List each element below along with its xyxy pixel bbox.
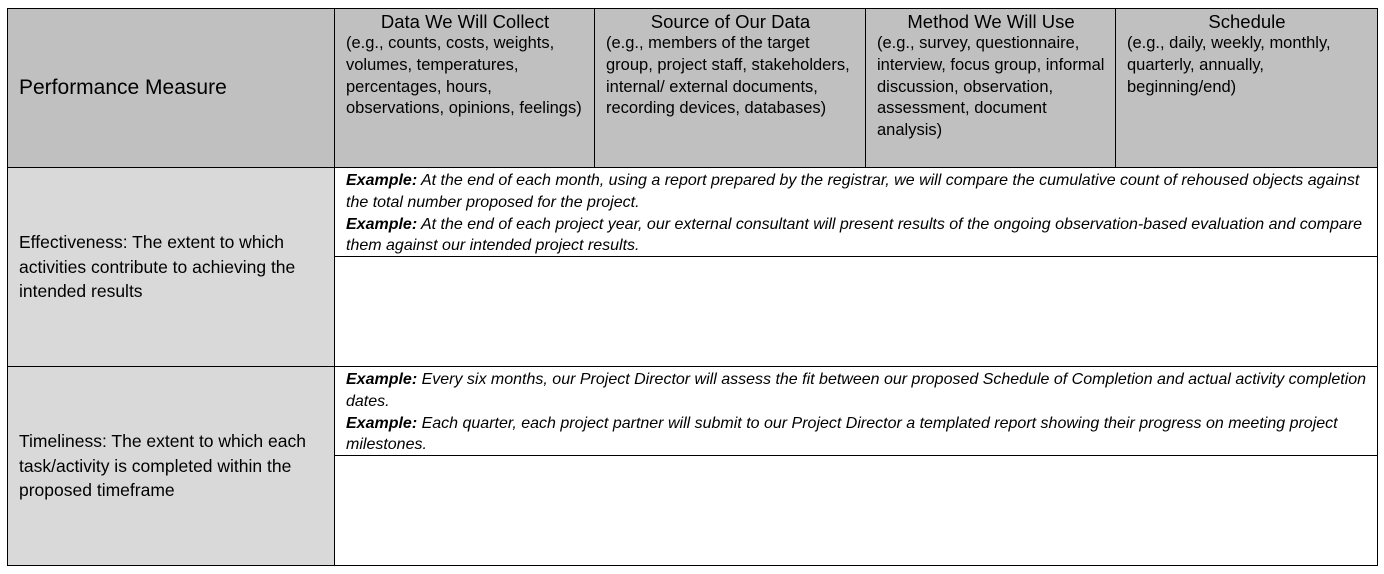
column-hint: (e.g., members of the target group, proj…: [606, 34, 850, 118]
measure-timeliness: Timeliness: The extent to which each tas…: [7, 366, 335, 566]
example-item: Example: At the end of each project year…: [346, 214, 1367, 258]
performance-measure-heading: Performance Measure: [19, 76, 227, 99]
entry-cell-timeliness[interactable]: [334, 455, 1378, 566]
column-hint: (e.g., counts, costs, weights, volumes, …: [346, 34, 582, 118]
header-data-we-will-collect: Data We Will Collect (e.g., counts, cost…: [334, 8, 595, 168]
example-text: At the end of each project year, our ext…: [346, 215, 1363, 255]
example-label: Example:: [346, 414, 418, 432]
column-hint: (e.g., survey, questionnaire, interview,…: [877, 34, 1105, 140]
measure-definition: : The extent to which activities contrib…: [19, 232, 296, 302]
column-title: Source of Our Data: [650, 11, 811, 32]
example-text: At the end of each month, using a report…: [346, 172, 1360, 211]
measure-definition: : The extent to which each task/activity…: [19, 431, 306, 501]
column-title: Schedule: [1208, 11, 1286, 32]
examples-timeliness: Example: Every six months, our Project D…: [334, 366, 1378, 456]
example-item: Example: Every six months, our Project D…: [346, 369, 1367, 413]
example-text: Every six months, our Project Director w…: [346, 371, 1367, 410]
example-text: Each quarter, each project partner will …: [346, 414, 1338, 454]
example-label: Example:: [346, 371, 418, 388]
column-hint: (e.g., daily, weekly, monthly, quarterly…: [1127, 34, 1331, 96]
example-item: Example: At the end of each month, using…: [346, 170, 1367, 214]
example-item: Example: Each quarter, each project part…: [346, 413, 1367, 457]
entry-cell-effectiveness[interactable]: [334, 256, 1378, 367]
measure-term: Effectiveness: [19, 232, 123, 253]
example-label: Example:: [346, 172, 418, 189]
example-label: Example:: [346, 215, 418, 233]
header-method-we-will-use: Method We Will Use (e.g., survey, questi…: [865, 8, 1116, 168]
column-title: Method We Will Use: [907, 11, 1075, 32]
header-schedule: Schedule (e.g., daily, weekly, monthly, …: [1115, 8, 1378, 168]
measure-effectiveness: Effectiveness: The extent to which activ…: [7, 167, 335, 367]
measure-term: Timeliness: [19, 431, 102, 452]
header-performance-measure: Performance Measure: [7, 8, 335, 168]
column-title: Data We Will Collect: [380, 11, 550, 32]
header-source-of-our-data: Source of Our Data (e.g., members of the…: [594, 8, 866, 168]
examples-effectiveness: Example: At the end of each month, using…: [334, 167, 1378, 257]
